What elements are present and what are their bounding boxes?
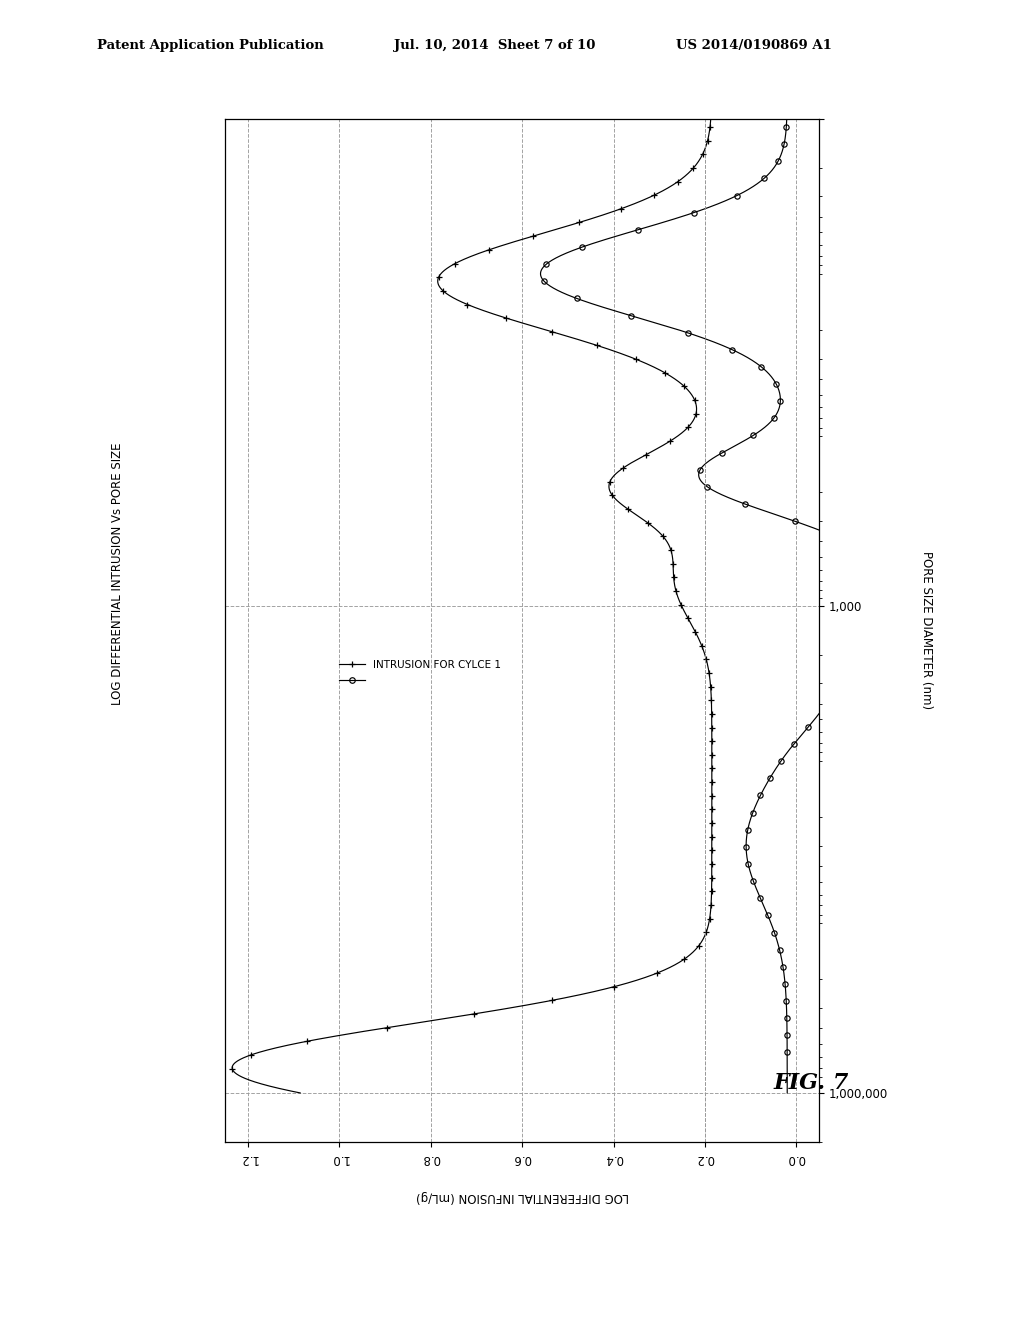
Y-axis label: PORE SIZE DIAMETER (nm): PORE SIZE DIAMETER (nm) [920,552,933,709]
Text: Jul. 10, 2014  Sheet 7 of 10: Jul. 10, 2014 Sheet 7 of 10 [394,38,596,51]
Text: FIG. 7: FIG. 7 [773,1072,849,1094]
Text: Patent Application Publication: Patent Application Publication [97,38,324,51]
Text: US 2014/0190869 A1: US 2014/0190869 A1 [676,38,831,51]
X-axis label: LOG DIFFERENTIAL INFUSION (mL/g): LOG DIFFERENTIAL INFUSION (mL/g) [416,1189,629,1203]
Text: LOG DIFFERENTIAL INTRUSION Vs PORE SIZE: LOG DIFFERENTIAL INTRUSION Vs PORE SIZE [112,444,124,705]
Legend: INTRUSION FOR CYLCE 1, : INTRUSION FOR CYLCE 1, [335,656,505,689]
